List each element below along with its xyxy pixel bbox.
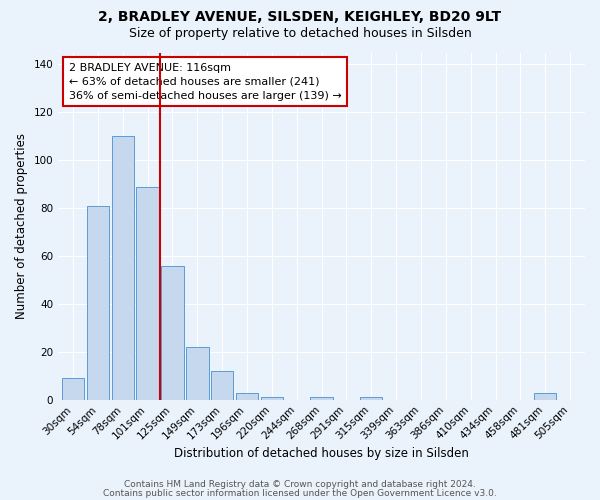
Bar bbox=[310, 398, 333, 400]
Text: 2 BRADLEY AVENUE: 116sqm
← 63% of detached houses are smaller (241)
36% of semi-: 2 BRADLEY AVENUE: 116sqm ← 63% of detach… bbox=[69, 63, 341, 101]
Bar bbox=[236, 392, 258, 400]
Bar bbox=[161, 266, 184, 400]
Bar bbox=[186, 347, 209, 400]
Text: Contains public sector information licensed under the Open Government Licence v3: Contains public sector information licen… bbox=[103, 488, 497, 498]
Text: Size of property relative to detached houses in Silsden: Size of property relative to detached ho… bbox=[128, 28, 472, 40]
Bar bbox=[136, 186, 159, 400]
X-axis label: Distribution of detached houses by size in Silsden: Distribution of detached houses by size … bbox=[174, 447, 469, 460]
Bar bbox=[534, 392, 556, 400]
Bar bbox=[87, 206, 109, 400]
Text: Contains HM Land Registry data © Crown copyright and database right 2024.: Contains HM Land Registry data © Crown c… bbox=[124, 480, 476, 489]
Y-axis label: Number of detached properties: Number of detached properties bbox=[15, 133, 28, 319]
Text: 2, BRADLEY AVENUE, SILSDEN, KEIGHLEY, BD20 9LT: 2, BRADLEY AVENUE, SILSDEN, KEIGHLEY, BD… bbox=[98, 10, 502, 24]
Bar bbox=[360, 398, 382, 400]
Bar bbox=[211, 371, 233, 400]
Bar bbox=[62, 378, 84, 400]
Bar bbox=[260, 398, 283, 400]
Bar bbox=[112, 136, 134, 400]
